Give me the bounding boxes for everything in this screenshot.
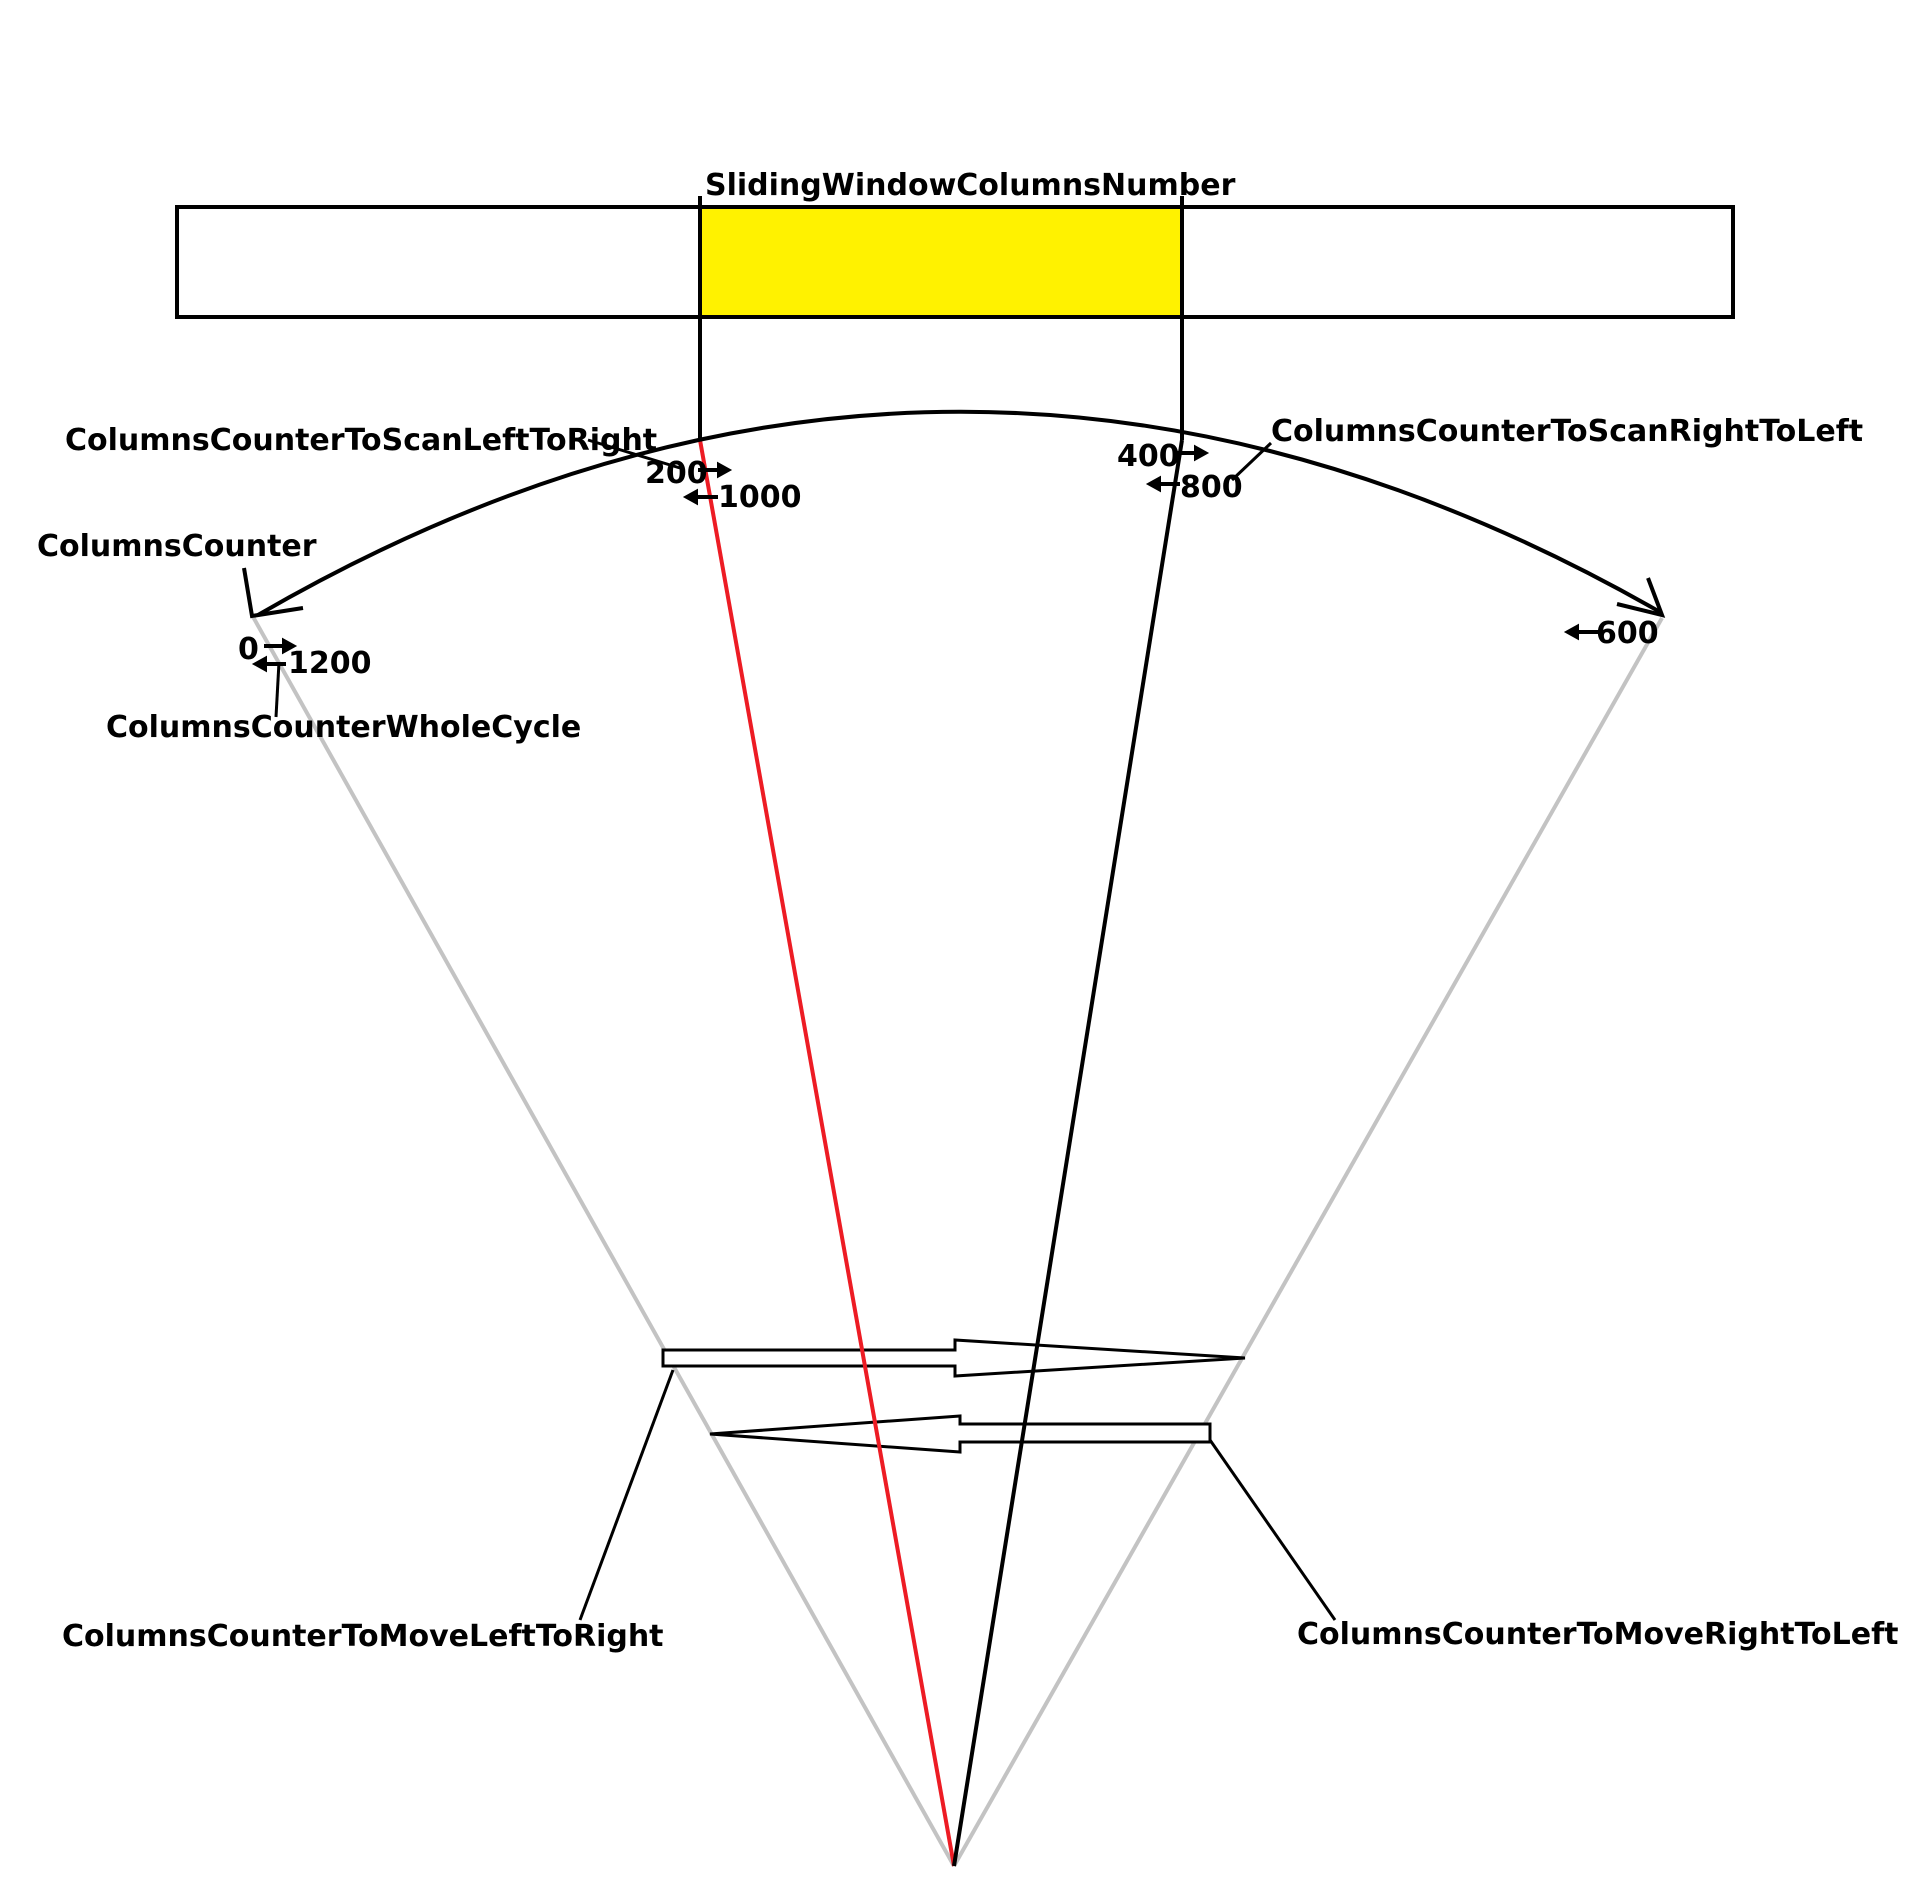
tick-arrows: [251, 444, 1598, 673]
leader-scan-right-to-left: [1230, 441, 1273, 482]
tick-arrow-1200-head: [251, 655, 267, 673]
value-0: 0: [238, 632, 259, 667]
grey-beam-left: [250, 614, 956, 1867]
red-beam: [698, 439, 956, 1867]
leader-whole-cycle: [274, 661, 281, 718]
tick-arrow-0-head: [282, 637, 298, 655]
black-beam: [952, 439, 1184, 1867]
tick-arrow-200-head: [717, 461, 733, 479]
label-scan-left-to-right: ColumnsCounterToScanLeftToRight: [65, 423, 657, 458]
label-move-left-to-right: ColumnsCounterToMoveLeftToRight: [62, 1619, 664, 1654]
scan-arc: [256, 409, 1661, 617]
value-1000: 1000: [718, 480, 802, 515]
value-600: 600: [1596, 616, 1659, 651]
sliding-window-label: SlidingWindowColumnsNumber: [705, 168, 1236, 203]
value-800: 800: [1180, 470, 1243, 505]
move-left-to-right-arrow: [661, 1338, 1246, 1378]
tick-arrow-1000-head: [682, 488, 698, 506]
leader-move-right-to-left: [1208, 1439, 1337, 1621]
sliding-window: [698, 205, 1184, 319]
tick-arrow-400-head: [1194, 444, 1210, 462]
grey-beam-right: [952, 617, 1664, 1867]
move-right-to-left-arrow: [709, 1414, 1212, 1454]
leader-move-left-to-right: [578, 1369, 675, 1621]
label-move-right-to-left: ColumnsCounterToMoveRightToLeft: [1297, 1617, 1899, 1652]
label-scan-right-to-left: ColumnsCounterToScanRightToLeft: [1271, 414, 1863, 449]
arc-arrowhead-left: [242, 567, 304, 619]
value-200: 200: [645, 456, 708, 491]
tick-arrow-600-head: [1563, 623, 1579, 641]
label-columns-counter: ColumnsCounter: [37, 529, 317, 564]
arc-arrowhead-right: [1616, 577, 1666, 618]
tick-arrow-800-head: [1145, 475, 1161, 493]
value-400: 400: [1117, 439, 1180, 474]
label-whole-cycle: ColumnsCounterWholeCycle: [106, 710, 581, 745]
leader-scan-left-to-right: [587, 438, 681, 470]
value-1200: 1200: [288, 646, 372, 681]
